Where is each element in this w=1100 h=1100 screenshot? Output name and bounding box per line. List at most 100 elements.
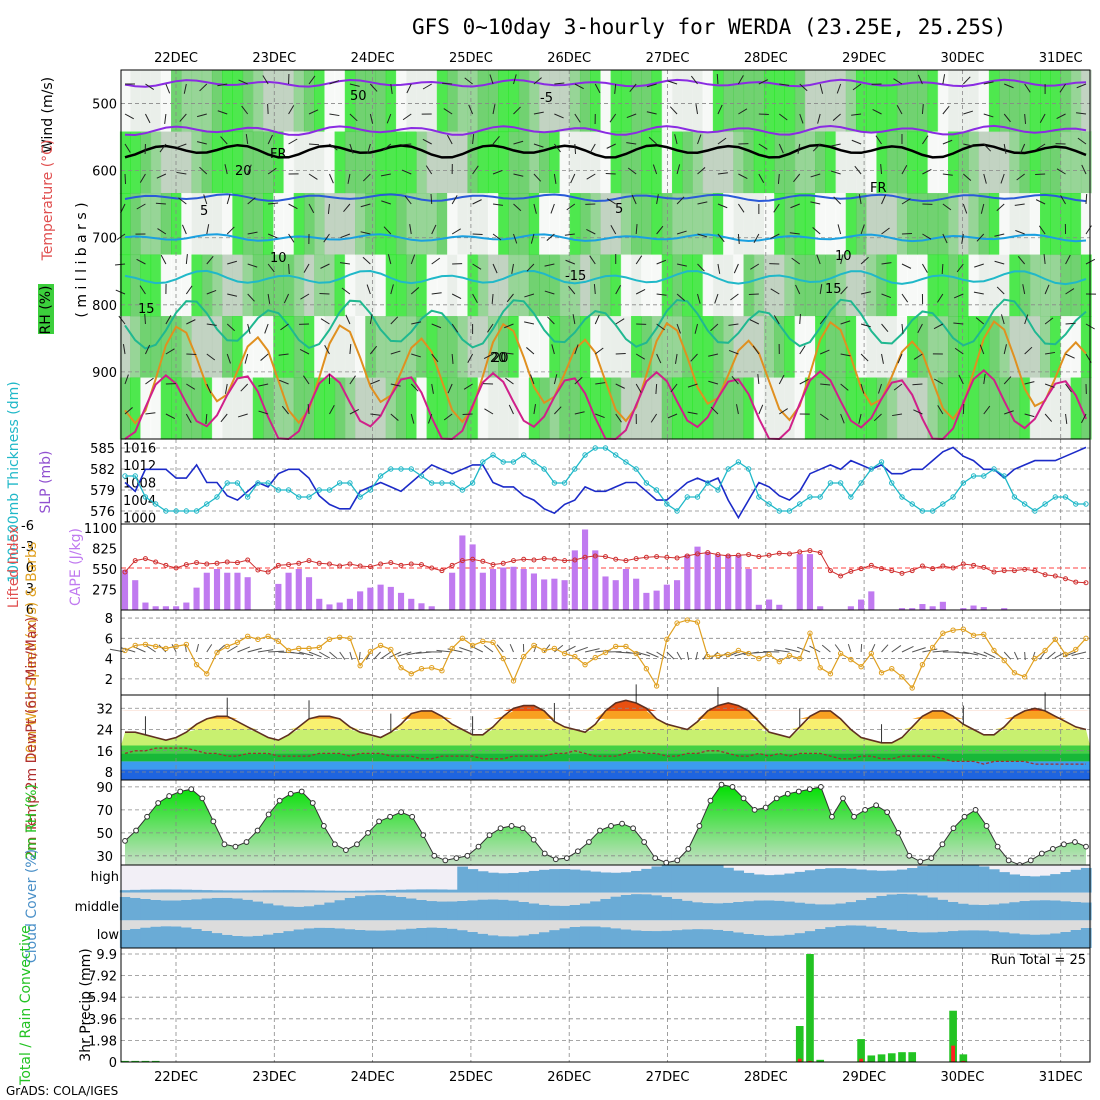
rh-cell — [263, 131, 274, 194]
cloud-clear-cell — [171, 892, 182, 901]
thickness-point — [1042, 501, 1048, 507]
cape-bar — [224, 572, 231, 610]
cloud-cell — [671, 898, 683, 921]
cloud-clear-cell — [355, 920, 366, 930]
rh-point — [674, 857, 681, 864]
rh-cell — [181, 193, 193, 256]
rh-cell — [886, 131, 898, 194]
date-label: 29DEC — [842, 1070, 886, 1085]
cloud-cell — [518, 935, 530, 948]
rh-point — [950, 825, 957, 832]
wind-barb — [1065, 353, 1075, 359]
cloud-cell — [620, 872, 632, 893]
li-point — [971, 562, 977, 568]
cloud-clear-cell — [692, 920, 704, 930]
wind-barb — [933, 378, 944, 385]
wind-barb — [409, 224, 412, 235]
rh-cell — [119, 193, 131, 256]
rh-cell — [395, 254, 407, 317]
rh-point — [497, 825, 504, 832]
cloud-clear-cell — [1050, 920, 1061, 934]
wind-speed-point — [531, 642, 537, 649]
wind-barb — [840, 286, 848, 295]
li-point — [858, 566, 864, 572]
wind-barb — [262, 75, 269, 85]
cloud-clear-cell — [498, 920, 509, 937]
pressure-tick-label: 800 — [92, 299, 117, 314]
wind-barb — [431, 323, 442, 329]
rh-cell — [590, 131, 601, 194]
rh-cell — [999, 316, 1010, 379]
isotherm-label: -15 — [565, 269, 586, 284]
rh-cell — [436, 193, 448, 256]
rh-cell — [1070, 254, 1082, 317]
rh-cell — [232, 131, 244, 194]
rh-cell — [743, 377, 755, 440]
rh-cell — [477, 193, 489, 256]
cloud-cell — [385, 890, 397, 893]
wind-speed-point — [541, 647, 547, 654]
wind-barb — [1022, 284, 1026, 295]
rh-cell — [334, 377, 346, 440]
thickness-point — [214, 494, 220, 500]
cloud-clear-cell — [825, 892, 837, 905]
wind-barb — [241, 105, 249, 115]
cape-bar — [520, 569, 527, 610]
rh-point — [718, 781, 725, 788]
li-point — [183, 562, 189, 568]
rh-cell — [876, 316, 888, 379]
wind-barb — [258, 410, 269, 415]
wind-barb — [881, 644, 889, 653]
rh-cell — [201, 316, 213, 379]
wind-barb — [554, 82, 565, 85]
rh-point — [144, 813, 150, 820]
wind-barb — [1024, 314, 1029, 325]
cloud-clear-cell — [293, 892, 305, 907]
wind-barb — [840, 353, 851, 357]
cloud-cell — [784, 901, 796, 921]
rh-cell — [702, 254, 714, 317]
rh-point — [795, 788, 802, 795]
cloud-axis-label: Cloud Cover (%) — [24, 849, 40, 963]
wind-barb — [553, 374, 558, 385]
rh-cell — [723, 316, 734, 379]
wind-barb — [203, 194, 208, 205]
wind-barb — [589, 143, 596, 153]
li-point — [562, 558, 568, 564]
cloud-cell — [631, 930, 642, 948]
wind-barb — [227, 293, 238, 297]
wind-barb — [300, 293, 310, 300]
wind-barb — [942, 74, 946, 85]
cape-bar — [684, 554, 691, 610]
li-point — [960, 561, 966, 567]
wind-barb — [367, 143, 371, 154]
wind-barb — [983, 143, 992, 152]
rh-cell — [825, 193, 837, 256]
rh-cell — [999, 254, 1010, 317]
rh-cell — [723, 131, 734, 194]
wind-barb — [451, 323, 459, 333]
rh-cell — [753, 377, 765, 440]
cloud-cell — [324, 890, 336, 893]
temp-fill — [121, 710, 1090, 719]
wind-barb — [670, 383, 678, 393]
cloud-cell — [498, 936, 509, 948]
thickness-point — [244, 494, 251, 500]
date-label: 25DEC — [449, 51, 493, 66]
wind-barb — [308, 109, 319, 115]
rh-cell — [641, 254, 653, 317]
wind-barb — [789, 232, 800, 235]
cloud-cell — [804, 870, 816, 893]
thickness-point — [163, 508, 169, 514]
thickness-point — [336, 480, 343, 486]
cloud-cell — [273, 905, 284, 921]
wind-barb — [635, 383, 642, 393]
thickness-point — [899, 494, 905, 500]
li-point — [153, 559, 159, 565]
wind-barb — [872, 109, 882, 115]
rh-point — [177, 788, 184, 795]
wind-barb — [860, 353, 869, 362]
cloud-cell — [273, 932, 284, 948]
cloud-cell — [907, 894, 918, 921]
wind-barb — [165, 315, 172, 325]
